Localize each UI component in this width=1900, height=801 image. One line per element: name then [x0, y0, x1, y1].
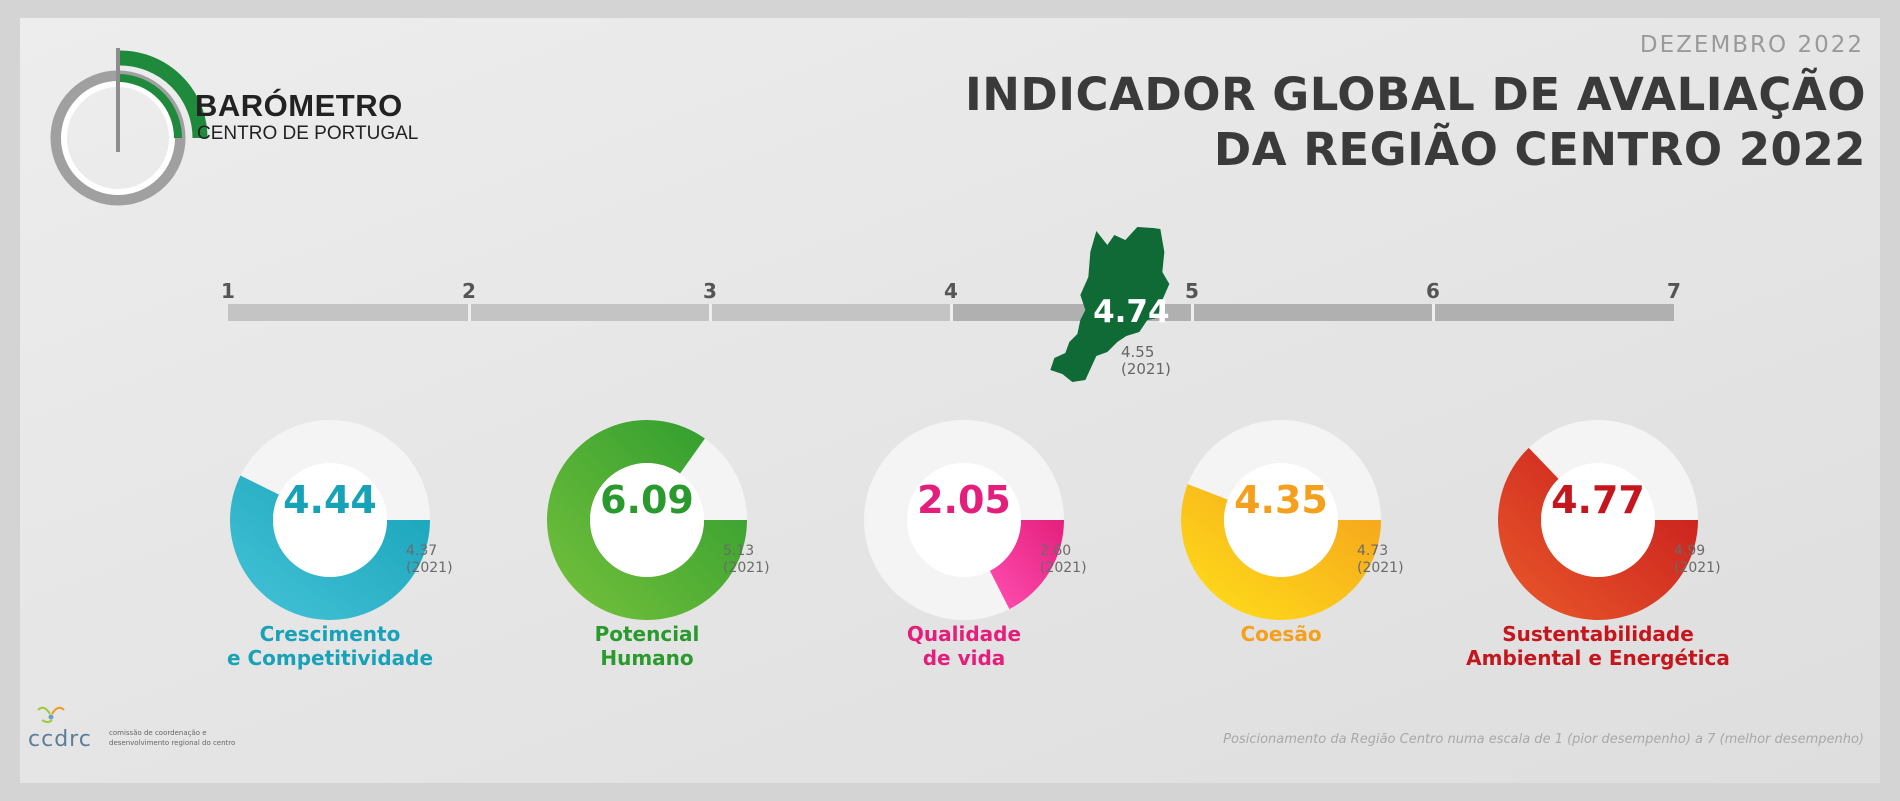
scale-value-label: 4.74: [1093, 294, 1170, 330]
scale-separator: [468, 304, 471, 321]
donut-previous: 4.73 (2021): [1357, 543, 1404, 576]
scale-tick-label: 1: [221, 279, 235, 303]
ccdrc-description-line-1: comissão de coordenação e: [109, 729, 207, 737]
scale-footnote: Posicionamento da Região Centro numa esc…: [1223, 732, 1864, 747]
donut-center: [1224, 463, 1338, 577]
donut-center: [1541, 463, 1655, 577]
ccdrc-name: ccdrc: [28, 727, 92, 752]
donut-arc: [1181, 484, 1381, 620]
donut-value: 6.09: [600, 478, 694, 522]
donut-center: [273, 463, 387, 577]
barometro-logo-icon: [50, 48, 208, 206]
infographic-panel: [20, 18, 1880, 783]
donut-center: [590, 463, 704, 577]
ccdrc-description-line-2: desenvolvimento regional do centro: [109, 739, 236, 747]
scale-separator: [709, 304, 712, 321]
donut-arc: [229, 475, 430, 620]
donut-potencial-humano: 6.09 5.13 (2021) Potencial Humano: [515, 398, 875, 718]
scale-separator: [1432, 304, 1435, 321]
scale-previous-value: 4.55: [1121, 343, 1154, 361]
logo-title: BARÓMETRO: [195, 88, 403, 123]
scale-separator: [1191, 304, 1194, 321]
page-title-line-1: INDICADOR GLOBAL DE AVALIAÇÃO: [965, 68, 1866, 121]
donut-label: Qualidade de vida: [906, 622, 1022, 670]
donut-arc: [547, 420, 747, 620]
donut-previous: 4.37 (2021): [406, 543, 453, 576]
donut-label: Potencial Humano: [594, 622, 700, 670]
scale-separator: [950, 304, 953, 321]
donut-previous: 2.60 (2021): [1040, 543, 1087, 576]
scale-previous-year: (2021): [1121, 360, 1171, 378]
donut-label: Crescimento e Competitividade: [226, 622, 434, 670]
donut-previous: 4.99 (2021): [1674, 543, 1721, 576]
donut-label: Sustentabilidade Ambiental e Energética: [1466, 622, 1730, 670]
donut-value: 4.77: [1551, 478, 1645, 522]
donut-value: 4.35: [1234, 478, 1328, 522]
scale-tick-label: 4: [944, 279, 958, 303]
donut-sustentabilidade: 4.77 4.99 (2021) Sustentabilidade Ambienta…: [1466, 398, 1826, 718]
donut-crescimento: 4.44 4.37 (2021) Crescimento e Competitivi…: [198, 398, 558, 718]
donut-coesao: 4.35 4.73 (2021) Coesão: [1149, 398, 1509, 718]
donut-value: 4.44: [283, 478, 377, 522]
scale-tick-label: 5: [1185, 279, 1199, 303]
scale-tick-label: 6: [1426, 279, 1440, 303]
scale-tick-label: 3: [703, 279, 717, 303]
scale-tick-label: 7: [1667, 279, 1681, 303]
logo-subtitle: CENTRO DE PORTUGAL: [197, 123, 419, 144]
scale-tick-label: 2: [462, 279, 476, 303]
donut-arc: [1498, 447, 1698, 620]
region-map-marker: 4.74 4.55(2021): [1050, 227, 1171, 382]
donut-qualidade-de-vida: 2.05 2.60 (2021) Qualidade de vida: [832, 398, 1192, 718]
region-map-shape: [1050, 227, 1170, 382]
ccdrc-logo-icon: [37, 706, 65, 723]
donut-center: [907, 463, 1021, 577]
donut-arc: [989, 520, 1064, 610]
donut-label: Coesão: [1240, 622, 1322, 646]
donut-previous: 5.13 (2021): [723, 543, 770, 576]
page-title-line-2: DA REGIÃO CENTRO 2022: [1213, 123, 1866, 176]
donut-value: 2.05: [917, 478, 1011, 522]
date-label: DEZEMBRO 2022: [1639, 32, 1864, 58]
